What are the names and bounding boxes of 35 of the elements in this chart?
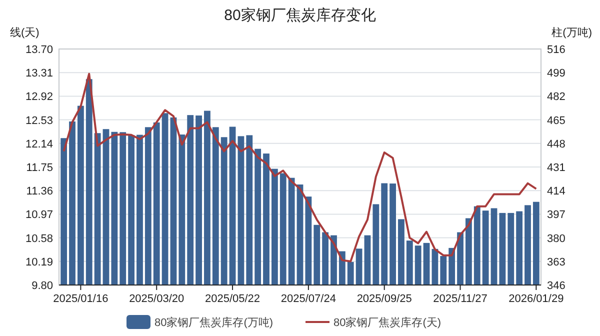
y2-tick-label: 448: [547, 138, 566, 150]
y2-tick-label: 516: [547, 44, 566, 56]
x-tick-label: 2026/01/29: [508, 293, 564, 305]
x-tick-label: 2025/11/27: [433, 293, 488, 305]
y2-tick-label: 414: [547, 186, 566, 198]
y2-tick-label: 346: [547, 280, 566, 292]
x-tick-label: 2025/09/25: [356, 293, 412, 305]
y2-tick-label: 482: [547, 91, 566, 104]
x-tick-label: 2025/01/16: [53, 293, 108, 305]
y-tick-label: 9.80: [32, 280, 53, 292]
legend-label: 80家钢厂焦炭库存(万吨): [154, 316, 274, 329]
x-tick-label: 2025/07/24: [280, 293, 336, 305]
y-tick-label: 12.53: [25, 114, 53, 127]
y2-tick-label: 431: [547, 162, 566, 174]
y-tick-label: 11.36: [26, 186, 53, 198]
y2-axis-title: 柱(万吨): [552, 26, 592, 39]
y-tick-label: 13.31: [25, 68, 53, 80]
y-tick-label: 10.19: [25, 256, 53, 268]
chart-title: 80家钢厂焦炭库存变化: [224, 7, 376, 24]
x-tick-label: 2025/05/22: [204, 293, 260, 305]
y2-tick-label: 363: [547, 256, 566, 268]
y2-tick-label: 380: [547, 232, 566, 245]
y2-tick-label: 465: [547, 114, 566, 127]
y-tick-label: 12.92: [25, 91, 53, 104]
y-tick-label: 11.75: [26, 162, 53, 174]
y-tick-label: 13.70: [25, 44, 53, 56]
x-tick-label: 2025/03/20: [129, 293, 184, 305]
line-series: [62, 72, 538, 262]
y-tick-label: 10.97: [25, 209, 53, 222]
y-tick-label: 12.14: [25, 138, 53, 150]
y-axis-title: 线(天): [10, 26, 40, 39]
legend-label: 80家钢厂焦炭库存(天): [334, 316, 442, 329]
y-tick-label: 10.58: [25, 232, 53, 245]
y2-tick-label: 499: [547, 68, 566, 80]
y2-tick-label: 397: [547, 209, 566, 222]
